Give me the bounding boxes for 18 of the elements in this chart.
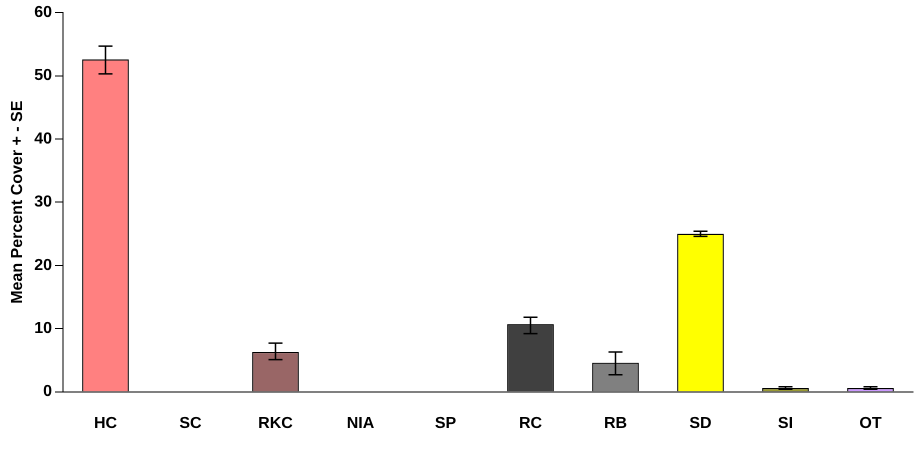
y-tick-label: 30 xyxy=(34,194,52,211)
x-tick-label: RB xyxy=(604,414,628,432)
x-tick-label: SC xyxy=(179,414,202,432)
x-tick-label: SP xyxy=(434,414,456,432)
x-tick-label: RKC xyxy=(258,414,294,432)
y-axis-title: Mean Percent Cover + - SE xyxy=(9,100,26,304)
y-tick-label: 0 xyxy=(43,383,52,400)
x-tick-label: NIA xyxy=(346,414,375,432)
x-tick-label: HC xyxy=(94,414,118,432)
y-tick-label: 40 xyxy=(34,130,52,148)
x-tick-label: SD xyxy=(689,414,712,432)
x-tick-label: SI xyxy=(778,414,794,432)
y-tick-label: 10 xyxy=(34,320,52,338)
y-tick-label: 20 xyxy=(34,256,52,274)
x-tick-label: RC xyxy=(518,414,542,432)
y-tick-label: 60 xyxy=(34,4,52,22)
y-tick-label: 50 xyxy=(34,67,52,84)
x-tick-label: OT xyxy=(859,414,882,432)
